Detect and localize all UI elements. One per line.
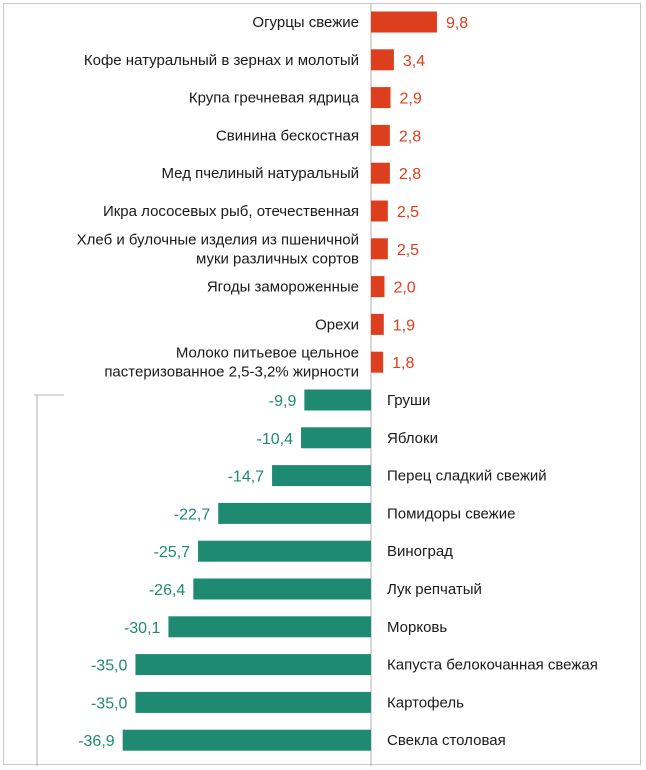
bar (135, 654, 371, 676)
bar (122, 729, 372, 751)
data-label: 2,5 (397, 204, 419, 221)
category-label: Крупа гречневая ядрица (189, 90, 360, 107)
data-label: -35,0 (91, 695, 128, 712)
bar (371, 238, 388, 260)
category-label: Молоко питьевое цельное (176, 345, 359, 362)
bar (371, 313, 384, 335)
category-label: Морковь (387, 619, 447, 636)
bar (371, 124, 390, 146)
data-label: -25,7 (154, 544, 191, 561)
category-label: Свинина бескостная (216, 127, 359, 144)
bar (371, 49, 394, 71)
bar (135, 691, 371, 713)
bar (218, 502, 371, 524)
data-label: 9,8 (446, 15, 468, 32)
bar-chart: 9,8 Огурцы свежие 3,4 Кофе натуральный в зе… (34, 4, 598, 766)
data-label: 3,4 (403, 53, 425, 70)
category-label: Огурцы свежие (252, 14, 359, 31)
category-label: Яблоки (387, 430, 438, 447)
category-label: пастеризованное 2,5-3,2% жирности (104, 364, 359, 381)
data-label: 2,0 (393, 280, 415, 297)
category-label: муки различных сортов (196, 250, 359, 267)
chart-frame: 9,8 Огурцы свежие 3,4 Кофе натуральный в зе… (3, 3, 641, 766)
category-label: Икра лососевых рыб, отечественная (103, 203, 359, 220)
data-label: 2,8 (399, 128, 421, 145)
bar (198, 540, 371, 562)
bar (371, 276, 385, 298)
category-label: Помидоры свежие (387, 505, 515, 522)
data-label: 1,9 (393, 317, 415, 334)
category-label: Свекла столовая (387, 732, 506, 749)
data-label: 2,9 (400, 91, 422, 108)
bar (193, 578, 371, 600)
data-label: -14,7 (228, 469, 265, 486)
bar (371, 162, 390, 184)
bar (168, 616, 371, 638)
data-label: -36,9 (78, 733, 115, 750)
bar (301, 427, 371, 449)
category-label: Кофе натуральный в зернах и молотый (84, 52, 359, 69)
data-label: -35,0 (91, 658, 128, 675)
category-label: Перец сладкий свежий (387, 468, 547, 485)
data-label: 2,8 (399, 166, 421, 183)
category-label: Хлеб и булочные изделия из пшеничной (77, 231, 359, 248)
category-label: Капуста белокочанная свежая (387, 657, 598, 674)
data-label: -10,4 (257, 431, 294, 448)
category-label: Ягоды замороженные (207, 279, 359, 296)
category-label: Мед пчелиный натуральный (162, 165, 359, 182)
bar (371, 200, 388, 222)
data-label: -22,7 (174, 506, 211, 523)
data-label: -9,9 (269, 393, 297, 410)
category-label: Орехи (315, 316, 359, 333)
category-label: Виноград (387, 543, 453, 560)
category-label: Лук репчатый (387, 581, 482, 598)
bar (272, 465, 371, 487)
bar (371, 11, 437, 33)
data-label: -26,4 (149, 582, 186, 599)
category-label: Картофель (387, 694, 464, 711)
data-label: 1,8 (392, 355, 414, 372)
bar (304, 389, 371, 411)
category-label: Груши (387, 392, 430, 409)
data-label: -30,1 (124, 620, 161, 637)
bar (371, 351, 384, 373)
bar (371, 87, 391, 109)
data-label: 2,5 (397, 242, 419, 259)
